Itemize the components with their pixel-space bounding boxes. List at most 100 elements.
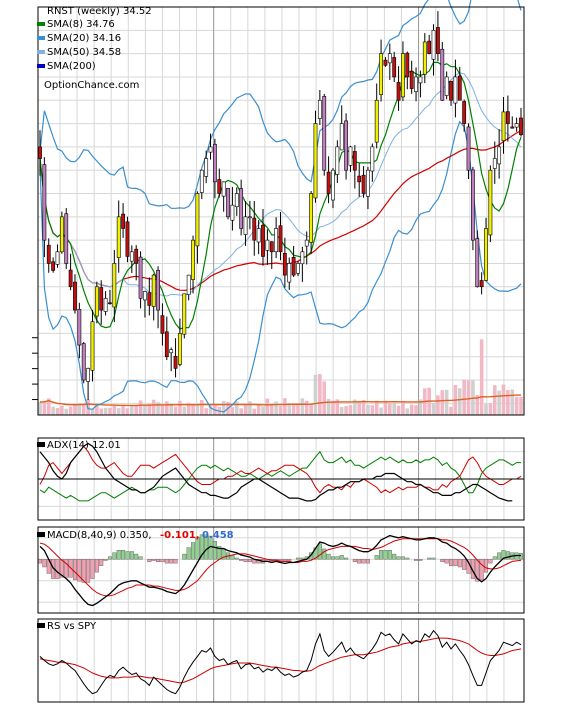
volume-bar xyxy=(392,402,396,415)
candle-body xyxy=(208,146,213,153)
rs-average-line xyxy=(39,637,522,684)
volume-bar xyxy=(379,407,383,415)
volume-bar xyxy=(318,374,322,415)
volume-bar xyxy=(165,401,169,415)
candle-body xyxy=(370,146,375,172)
candle-body xyxy=(488,169,493,236)
candle-body xyxy=(221,181,226,197)
candle-body xyxy=(291,256,296,276)
volume-bar xyxy=(234,401,239,415)
macd-histogram-bar xyxy=(151,559,156,561)
candle-body xyxy=(164,331,169,358)
candle-body xyxy=(313,123,318,199)
volume-bar xyxy=(309,404,313,415)
rs-marks xyxy=(39,629,522,695)
volume-bar xyxy=(388,403,392,415)
candle-body xyxy=(46,244,51,264)
volume-bar xyxy=(322,381,327,415)
price-marks xyxy=(38,0,523,413)
macd-hist-label: 0.458 xyxy=(202,530,234,541)
candle-body xyxy=(383,59,388,66)
macd-line xyxy=(39,534,521,607)
watermark: OptionChance.com xyxy=(44,80,139,91)
candle-body xyxy=(409,70,414,89)
candle-body xyxy=(405,52,410,78)
candle-body xyxy=(401,53,405,98)
volume-bar xyxy=(475,394,480,415)
adx-legend-swatch xyxy=(37,442,45,447)
candle-body xyxy=(501,111,506,141)
candle-body xyxy=(129,251,134,262)
candle-body xyxy=(112,263,117,308)
legend-swatch-sma200 xyxy=(37,64,45,68)
upper-band-line xyxy=(39,0,522,209)
candle-body xyxy=(287,263,292,283)
volume-bar xyxy=(501,384,506,415)
macd-histogram-bar xyxy=(497,552,502,560)
macd-histogram-bar xyxy=(335,556,340,560)
candle-body xyxy=(392,57,397,78)
candle-body xyxy=(274,228,279,253)
candle-body xyxy=(173,355,178,369)
volume-bar xyxy=(243,404,248,415)
candle-body xyxy=(86,368,91,382)
volume-bar xyxy=(304,400,309,415)
macd-histogram-bar xyxy=(164,559,169,564)
macd-histogram-bar xyxy=(173,559,178,564)
macd-legend-swatch xyxy=(37,532,45,537)
volume-bar xyxy=(409,404,414,415)
price-panel: RNST (weekly) 34.52 SMA(8) 34.76 SMA(20)… xyxy=(32,0,525,416)
volume-bar xyxy=(291,404,296,415)
volume-bars xyxy=(38,339,523,415)
macd-histogram-bar xyxy=(169,559,174,564)
candle-body xyxy=(304,239,309,247)
macd-histogram-bar xyxy=(440,559,445,563)
candle-body xyxy=(436,27,440,54)
macd-histogram-bar xyxy=(317,543,322,560)
macd-histogram-bar xyxy=(212,540,217,560)
macd-histogram-bar xyxy=(352,559,357,563)
candle-body xyxy=(169,349,174,354)
candle-body xyxy=(462,101,467,124)
volume-bar xyxy=(208,403,213,415)
macd-histogram-bar xyxy=(42,559,47,568)
candle-body xyxy=(418,76,423,84)
volume-bar xyxy=(248,401,252,415)
volume-bar xyxy=(313,374,318,415)
macd-histogram-bar xyxy=(449,559,454,566)
volume-bar xyxy=(55,408,60,415)
macd-histogram-bar xyxy=(199,534,204,560)
volume-bar xyxy=(344,406,348,415)
candle-body xyxy=(230,204,235,221)
volume-bar xyxy=(182,406,187,415)
rs-panel: RS vs SPY xyxy=(37,618,525,703)
volume-bar xyxy=(484,404,488,415)
macd-histogram-bar xyxy=(81,559,86,583)
volume-bar xyxy=(510,389,515,415)
candle-body xyxy=(331,169,335,201)
macd-histogram-bar xyxy=(400,556,405,560)
macd-histogram-bar xyxy=(326,553,331,560)
sma8-line xyxy=(39,61,522,330)
volume-bar xyxy=(440,390,445,415)
volume-bar xyxy=(506,389,510,415)
macd-histogram-bar xyxy=(59,559,64,578)
volume-bar xyxy=(457,388,462,415)
candle-body xyxy=(366,169,370,197)
macd-histogram-bar xyxy=(234,557,239,560)
macd-histogram-bar xyxy=(278,559,283,561)
rs-legend-swatch xyxy=(37,623,45,628)
volume-bar xyxy=(479,339,484,415)
macd-histogram-bar xyxy=(431,557,436,560)
volume-bar xyxy=(221,400,226,415)
rs-line xyxy=(39,629,522,695)
volume-bar xyxy=(42,401,47,415)
candle-body xyxy=(68,269,73,288)
candle-body xyxy=(239,188,244,229)
candle-body xyxy=(457,75,462,101)
volume-average-line xyxy=(39,394,521,407)
volume-bar xyxy=(462,379,466,415)
candle-body xyxy=(147,292,152,306)
candle-body xyxy=(357,175,362,183)
candle-body xyxy=(186,274,191,295)
